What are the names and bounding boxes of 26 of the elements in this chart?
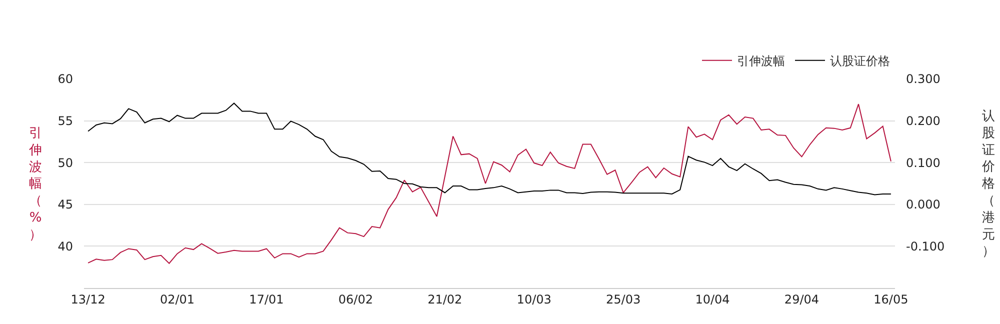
y-tick-label: 55 [58,114,73,128]
y2-tick-label: 0.000 [906,198,940,212]
x-tick-label: 06/02 [338,292,373,306]
y2-tick-label: 0.300 [906,72,940,86]
legend-label: 引伸波幅 [737,54,785,68]
y2-tick-label: 0.100 [906,156,940,170]
x-tick-label: 29/04 [784,292,820,306]
x-tick-label: 10/04 [695,292,730,306]
y-tick-label: 60 [58,72,73,86]
y2-tick-label: -0.100 [906,239,945,254]
x-tick-label: 16/05 [874,292,908,306]
y2-tick-label: 0.200 [906,114,940,128]
x-tick-label: 13/12 [70,292,106,306]
legend-label: 认股证价格 [830,54,890,68]
x-tick-label: 17/01 [249,292,284,306]
line-series [88,102,892,196]
y-tick-label: 50 [58,156,73,170]
x-tick-label: 10/03 [516,292,552,306]
y-axis-title: 引伸波幅（%） [28,126,42,242]
x-tick-label: 21/02 [428,292,462,306]
x-tick-label: 02/01 [160,292,195,306]
y-tick-label: 40 [58,239,73,254]
text: 认股证价格（港元） [982,109,995,260]
x-tick-label: 25/03 [606,292,641,306]
y-tick-label: 45 [58,198,73,212]
line-series [88,104,892,264]
